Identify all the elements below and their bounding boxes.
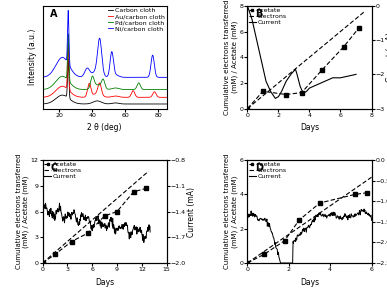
Y-axis label: Intensity (a.u.): Intensity (a.u.) [28, 29, 37, 86]
Carbon cloth [161, 102, 166, 106]
Ni/carbon cloth [161, 76, 166, 79]
Y-axis label: Cumulative electrons transferred
(mM) / Acetate (mM): Cumulative electrons transferred (mM) / … [15, 154, 29, 269]
Y-axis label: Current (mA): Current (mA) [187, 186, 196, 237]
X-axis label: 2 θ (deg): 2 θ (deg) [87, 123, 122, 132]
Legend: Acetate, Electrons, Current: Acetate, Electrons, Current [248, 7, 287, 26]
Legend: Acetate, Electrons, Current: Acetate, Electrons, Current [44, 161, 82, 180]
Carbon cloth [66, 57, 70, 61]
Au/carbon cloth [101, 93, 105, 96]
Y-axis label: Cumulative electrons transferred
(mM) / Acetate (mM): Cumulative electrons transferred (mM) / … [224, 0, 238, 115]
Pd/carbon cloth [40, 88, 45, 91]
Line: Ni/carbon cloth: Ni/carbon cloth [43, 10, 167, 77]
Text: D: D [255, 163, 263, 173]
Ni/carbon cloth [101, 65, 105, 68]
Au/carbon cloth [66, 44, 70, 47]
Carbon cloth [101, 101, 105, 105]
Pd/carbon cloth [161, 88, 166, 91]
Ni/carbon cloth [98, 36, 102, 40]
Carbon cloth [164, 102, 169, 106]
Ni/carbon cloth [40, 75, 45, 79]
Pd/carbon cloth [46, 86, 51, 90]
Text: A: A [50, 9, 58, 19]
Au/carbon cloth [164, 96, 169, 99]
Au/carbon cloth [46, 94, 51, 98]
Au/carbon cloth [138, 96, 143, 99]
Pd/carbon cloth [66, 32, 70, 36]
Legend: Carbon cloth, Au/carbon cloth, Pd/carbon cloth, Ni/carbon cloth: Carbon cloth, Au/carbon cloth, Pd/carbon… [108, 7, 166, 32]
Ni/carbon cloth [161, 76, 165, 79]
Ni/carbon cloth [164, 76, 169, 79]
X-axis label: Days: Days [300, 123, 319, 132]
Au/carbon cloth [161, 96, 165, 99]
Y-axis label: Current (mA): Current (mA) [386, 32, 387, 82]
Text: B: B [255, 9, 262, 19]
Line: Au/carbon cloth: Au/carbon cloth [43, 45, 167, 97]
Ni/carbon cloth [66, 9, 70, 12]
Carbon cloth [40, 102, 45, 105]
X-axis label: Days: Days [95, 278, 114, 287]
Ni/carbon cloth [164, 76, 169, 79]
Line: Pd/carbon cloth: Pd/carbon cloth [43, 34, 167, 90]
Pd/carbon cloth [101, 77, 105, 81]
Line: Carbon cloth: Carbon cloth [43, 59, 167, 104]
Au/carbon cloth [40, 95, 45, 99]
Carbon cloth [138, 102, 143, 106]
Carbon cloth [98, 100, 102, 103]
Ni/carbon cloth [46, 73, 51, 77]
Pd/carbon cloth [98, 83, 102, 86]
Ni/carbon cloth [138, 76, 143, 79]
X-axis label: Days: Days [300, 278, 319, 287]
Au/carbon cloth [98, 81, 102, 85]
Text: C: C [50, 163, 57, 173]
Legend: Acetate, Electrons, Current: Acetate, Electrons, Current [248, 161, 287, 180]
Pd/carbon cloth [138, 84, 143, 87]
Y-axis label: Cumulative electrons transferred
(mM) / Acetate (mM): Cumulative electrons transferred (mM) / … [224, 154, 238, 269]
Carbon cloth [142, 102, 146, 106]
Pd/carbon cloth [161, 88, 166, 91]
Carbon cloth [161, 102, 166, 106]
Au/carbon cloth [161, 96, 166, 99]
Pd/carbon cloth [151, 88, 155, 91]
Carbon cloth [46, 101, 51, 105]
Pd/carbon cloth [164, 88, 169, 91]
